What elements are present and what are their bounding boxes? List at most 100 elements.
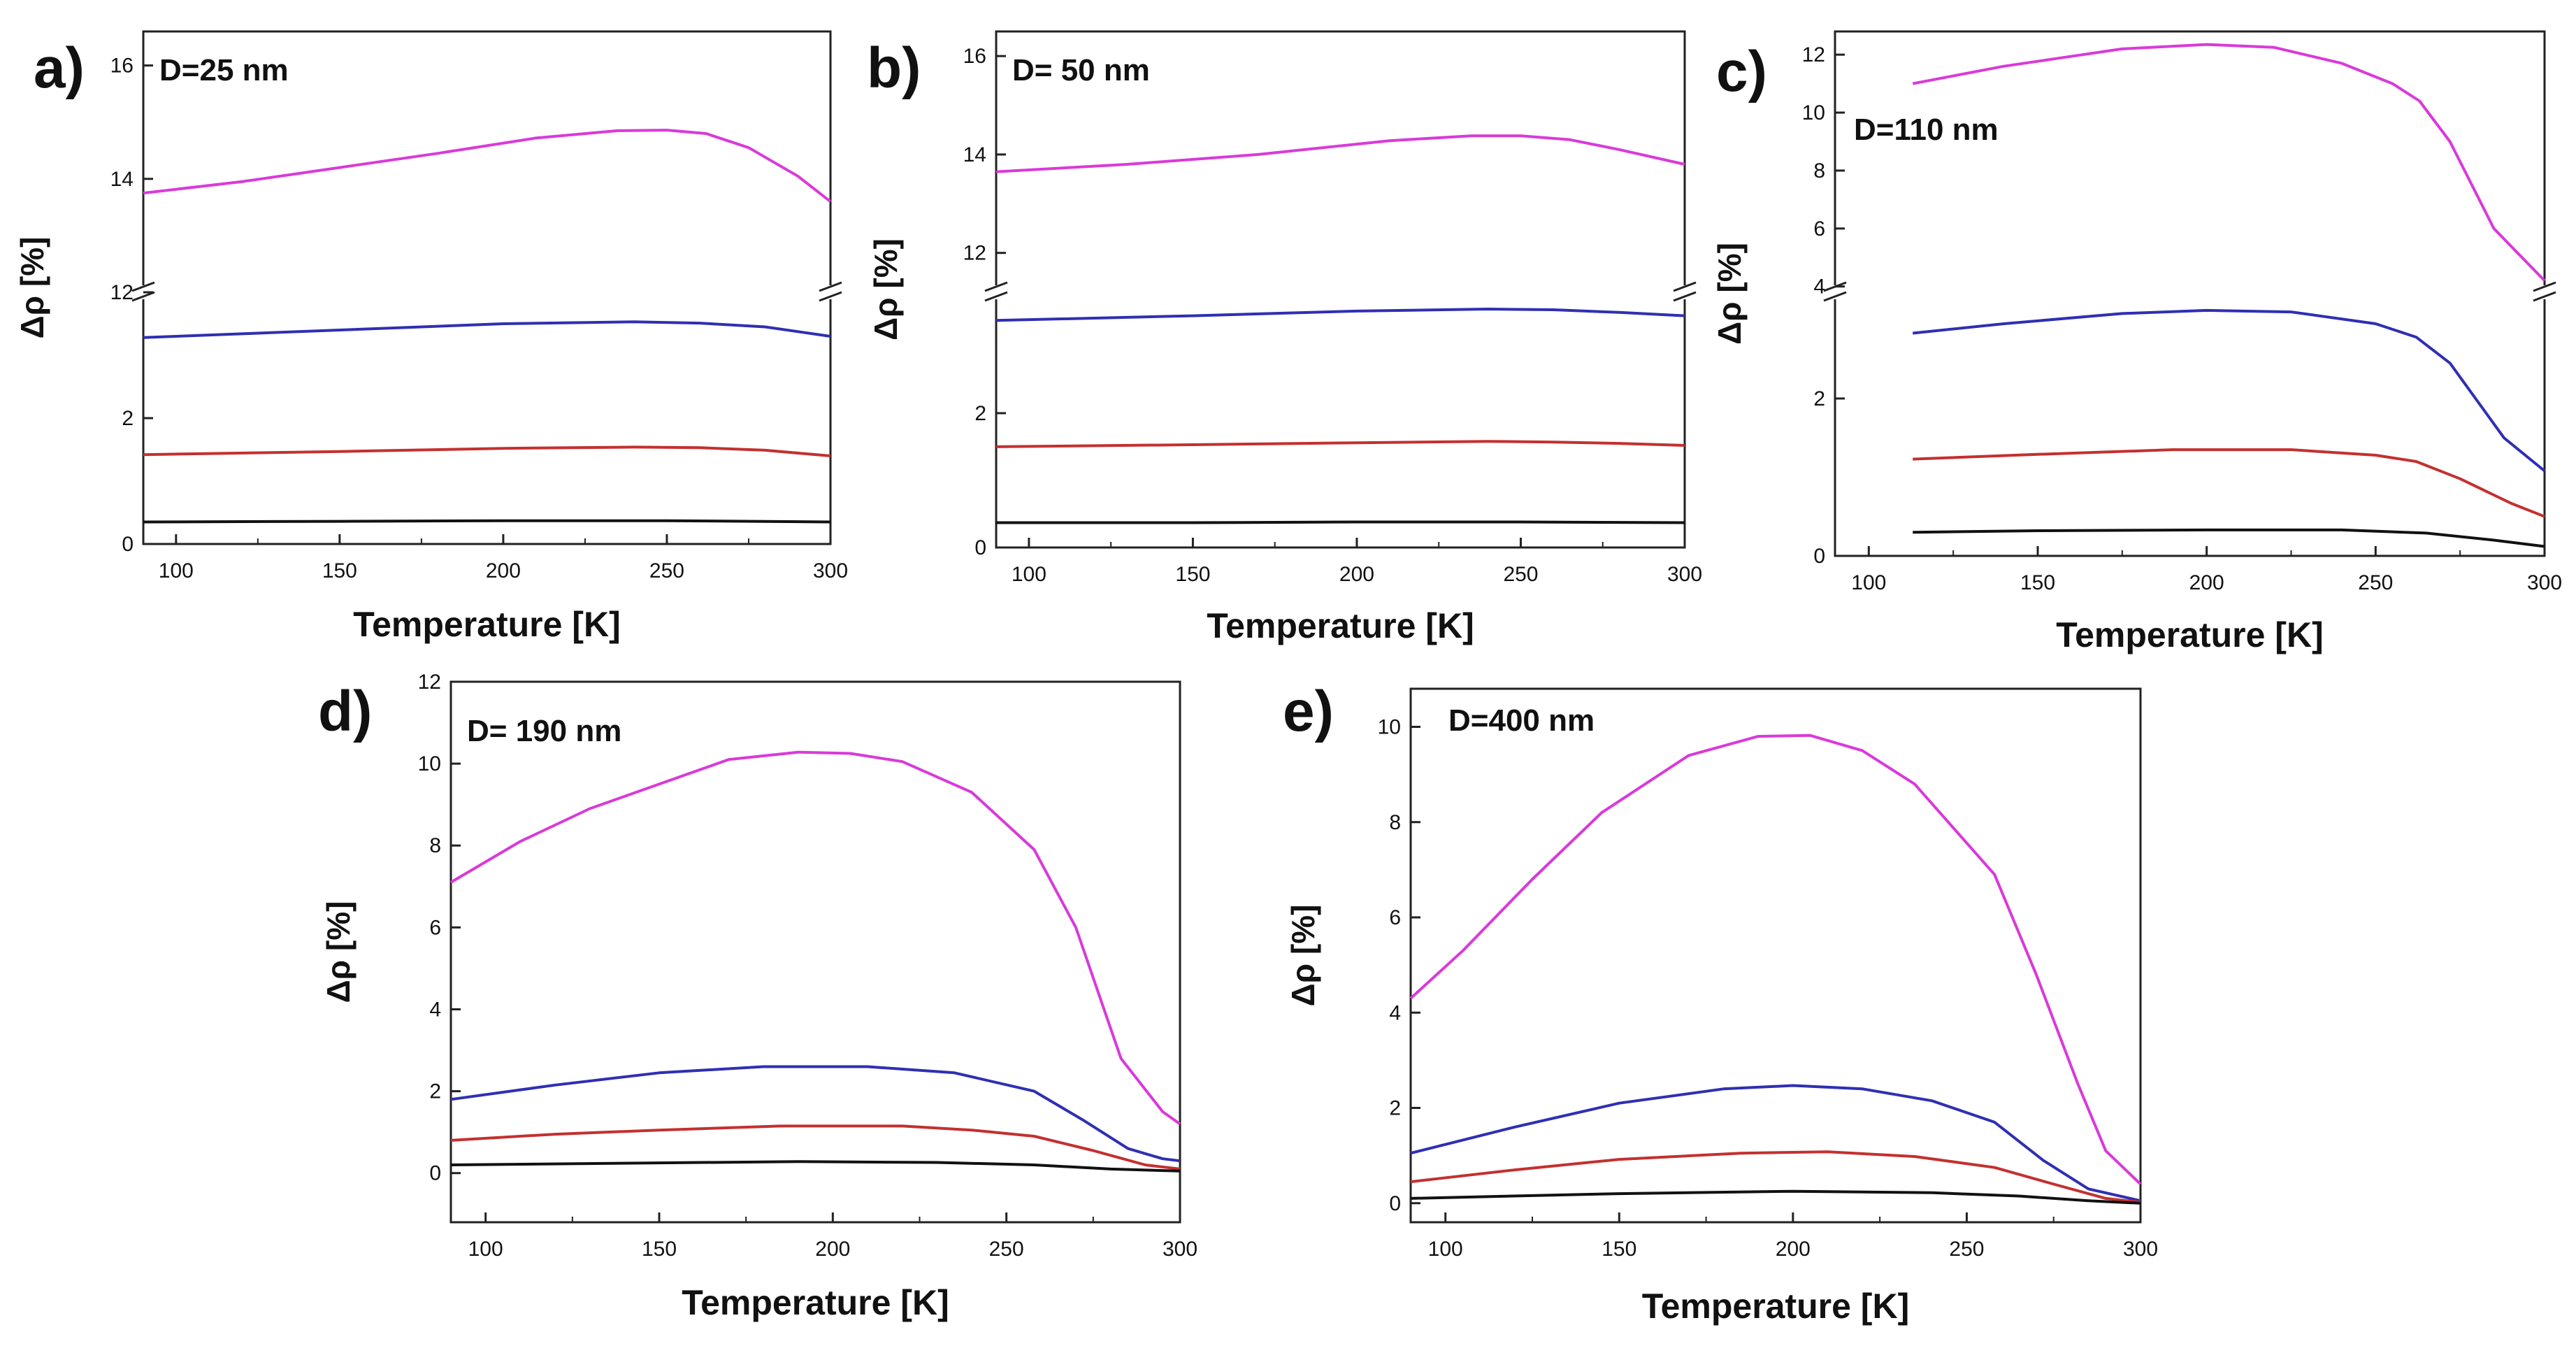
x-axis-label: Temperature [K] <box>1642 1287 1909 1326</box>
y-tick-label: 0 <box>974 536 986 559</box>
x-tick-label: 300 <box>813 559 848 582</box>
y-tick-label: 0 <box>122 533 134 556</box>
y-tick-label: 4 <box>1813 275 1825 299</box>
panel-label: b) <box>867 36 921 100</box>
series-line-magenta <box>1409 733 2142 1185</box>
panel-title: D=400 nm <box>1448 703 1595 738</box>
x-tick-label: 250 <box>1949 1238 1984 1261</box>
y-tick-label: 14 <box>963 143 986 166</box>
series-line-magenta <box>995 134 1685 173</box>
x-tick-label: 300 <box>1163 1238 1197 1261</box>
y-tick-label: 8 <box>1813 159 1825 182</box>
y-tick-label: 0 <box>1389 1192 1401 1215</box>
x-tick-label: 300 <box>1667 563 1702 586</box>
series-line-magenta <box>143 129 832 203</box>
series-line-blue <box>143 320 831 339</box>
panel-title: D=110 nm <box>1854 113 1999 147</box>
series-line-blue <box>450 1065 1181 1163</box>
axis-break-mark <box>1823 291 1847 302</box>
x-tick-label: 150 <box>1602 1238 1636 1261</box>
series-line-blue <box>1410 1084 2141 1203</box>
y-axis-label: Δρ [%] <box>1285 905 1321 1007</box>
y-tick-label: 2 <box>429 1080 441 1103</box>
axis-break-mark <box>984 281 1008 292</box>
x-tick-label: 200 <box>486 559 521 582</box>
series-line-red <box>1913 448 2545 518</box>
axis-break-mark <box>819 281 842 292</box>
series-line-red <box>143 445 831 457</box>
y-tick-label: 12 <box>110 281 134 304</box>
panel-label: c) <box>1716 40 1767 103</box>
axis-break-mark <box>984 291 1008 302</box>
axis-break-mark <box>131 291 155 302</box>
series-line-black <box>996 520 1685 524</box>
chart-panel-c: 100 150 200 250 300 0 2 4 6 8 10 12 c) D=110 nm Temper… <box>1711 30 2562 654</box>
x-tick-label: 250 <box>2358 571 2393 594</box>
plot-frame <box>1834 30 2546 557</box>
x-tick-label: 100 <box>468 1238 503 1261</box>
x-tick-label: 150 <box>322 559 357 582</box>
y-tick-label: 10 <box>418 752 441 775</box>
panel-title: D= 190 nm <box>467 714 621 748</box>
y-tick-label: 8 <box>1389 811 1401 834</box>
x-axis-label: Temperature [K] <box>1207 606 1474 645</box>
axis-break-mark <box>1673 291 1697 302</box>
y-tick-label: 6 <box>1813 217 1825 241</box>
x-tick-label: 150 <box>1175 563 1210 586</box>
y-tick-label: 12 <box>963 242 986 265</box>
chart-panel-d: 100 150 200 250 300 0 2 4 6 8 10 12 d) D= 190 nm Tempe… <box>318 671 1197 1322</box>
y-tick-label: 2 <box>1389 1097 1401 1120</box>
series-line-red <box>995 440 1685 448</box>
y-tick-label: 4 <box>1389 1001 1401 1024</box>
panel-label: e) <box>1283 680 1334 743</box>
x-tick-label: 100 <box>1012 563 1046 586</box>
series-line-black <box>1410 1189 2141 1205</box>
x-tick-label: 100 <box>159 559 194 582</box>
plot-frame <box>995 30 1686 549</box>
x-tick-label: 250 <box>989 1238 1024 1261</box>
y-tick-label: 0 <box>1813 545 1825 568</box>
axis-break-mark <box>2533 281 2556 292</box>
x-tick-label: 250 <box>649 559 684 582</box>
series-line-black <box>1913 528 2545 548</box>
y-tick-label: 2 <box>974 402 986 425</box>
x-tick-label: 150 <box>642 1238 677 1261</box>
x-tick-label: 100 <box>1851 571 1886 594</box>
y-axis-label: Δρ [%] <box>14 237 50 339</box>
y-tick-label: 4 <box>429 998 441 1021</box>
y-tick-label: 0 <box>429 1162 441 1185</box>
series-line-magenta <box>449 750 1181 1126</box>
y-tick-label: 10 <box>1802 101 1825 124</box>
axis-break-mark <box>1673 281 1697 292</box>
y-tick-label: 14 <box>110 168 134 191</box>
axis-break-mark <box>819 291 842 302</box>
x-tick-label: 100 <box>1428 1238 1463 1261</box>
chart-panel-a: 100 150 200 250 300 0 2 12 14 16 a) D=25 nm Temperat… <box>14 30 848 644</box>
y-tick-label: 2 <box>1813 387 1825 410</box>
series-line-blue <box>995 308 1685 322</box>
y-axis-label: Δρ [%] <box>868 238 904 341</box>
y-axis-label: Δρ [%] <box>320 901 357 1003</box>
plot-frame <box>1409 687 2142 1224</box>
x-axis-label: Temperature [K] <box>353 605 620 644</box>
x-tick-label: 150 <box>2020 571 2055 594</box>
panel-label: a) <box>34 36 85 100</box>
x-tick-label: 200 <box>2189 571 2224 594</box>
y-tick-label: 8 <box>429 834 441 857</box>
y-tick-label: 16 <box>110 55 134 78</box>
y-tick-label: 12 <box>418 671 441 694</box>
y-axis-label: Δρ [%] <box>1711 243 1748 345</box>
x-tick-label: 200 <box>1776 1238 1811 1261</box>
chart-panel-b: 100 150 200 250 300 0 2 12 14 16 b) D= 50 nm Tempera… <box>867 30 1702 645</box>
chart-panel-e: 100 150 200 250 300 0 2 4 6 8 10 e) D=400 nm Temperat… <box>1283 680 2158 1326</box>
series-line-blue <box>1912 308 2546 473</box>
series-line-magenta <box>1912 43 2546 282</box>
x-tick-label: 300 <box>2527 571 2562 594</box>
x-tick-label: 300 <box>2123 1238 2158 1261</box>
y-tick-label: 16 <box>963 45 986 68</box>
y-tick-label: 10 <box>1378 716 1401 739</box>
y-tick-label: 6 <box>429 916 441 939</box>
y-tick-label: 2 <box>122 407 134 430</box>
plot-frame <box>142 30 832 545</box>
